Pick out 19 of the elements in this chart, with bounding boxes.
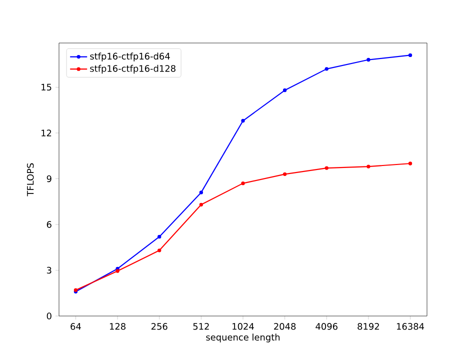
legend-label: stfp16-ctfp16-d64 [90, 52, 170, 62]
x-tick-label: 2048 [274, 323, 296, 330]
y-tick-label: 3 [46, 266, 52, 274]
legend-label: stfp16-ctfp16-d128 [90, 64, 176, 74]
x-tick-label: 128 [110, 323, 126, 330]
x-tick-label: 512 [193, 323, 209, 330]
y-tick-label: 0 [46, 312, 52, 320]
x-axis-title: sequence length [206, 334, 280, 342]
y-tick-label: 9 [46, 175, 52, 182]
y-tick-label: 6 [46, 221, 52, 228]
x-tick-label: 64 [70, 323, 81, 330]
x-tick-label: 8192 [358, 323, 379, 330]
y-axis-title: TFLOPS [26, 163, 34, 196]
x-tick-label: 256 [151, 323, 168, 330]
y-tick-label: 15 [42, 84, 52, 91]
x-tick-label: 4096 [316, 323, 338, 330]
y-tick-label: 12 [42, 130, 52, 136]
x-tick-label: 16384 [396, 323, 424, 330]
x-tick-label: 1024 [232, 323, 254, 330]
